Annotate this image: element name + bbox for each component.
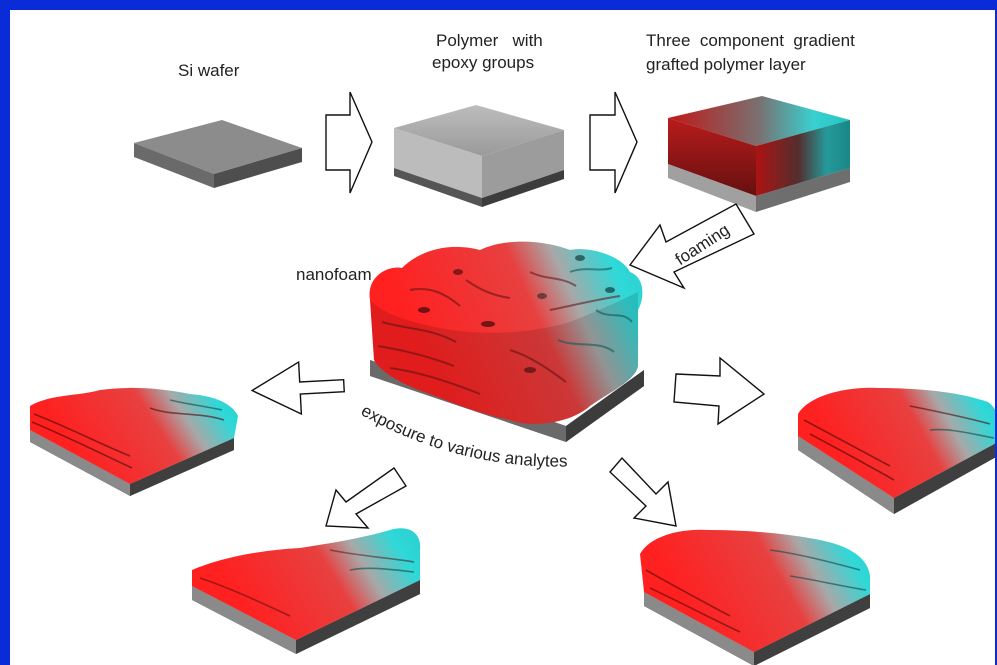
foam-sample-right: [798, 387, 995, 514]
label-polymer-line2: epoxy groups: [432, 53, 534, 72]
gradient-block: [668, 96, 850, 212]
label-gradient-line2: grafted polymer layer: [646, 55, 806, 74]
foam-sample-bottom-right: [640, 529, 870, 665]
label-polymer-line1: Polymer with: [436, 31, 543, 50]
arrow-left-icon: [250, 360, 345, 416]
foam-sample-left: [30, 387, 238, 496]
nanofoam-block: [369, 241, 644, 442]
label-si-wafer: Si wafer: [178, 61, 240, 80]
foaming-arrow: [628, 203, 755, 290]
polymer-block: [394, 105, 564, 207]
label-gradient-line1: Three component gradient: [646, 31, 855, 50]
diagram-canvas: Si wafer Polymer with epoxy groups Three…: [30, 31, 995, 665]
arrow-down-left-icon: [325, 467, 408, 529]
si-wafer-block: [134, 120, 302, 188]
arrow-down-right-icon: [609, 456, 677, 527]
arrow-right-icon: [589, 91, 638, 194]
label-nanofoam: nanofoam: [296, 265, 372, 284]
foam-sample-bottom-left: [192, 528, 421, 654]
arrow-right-icon: [325, 91, 373, 194]
arrow-right-icon: [673, 356, 766, 426]
